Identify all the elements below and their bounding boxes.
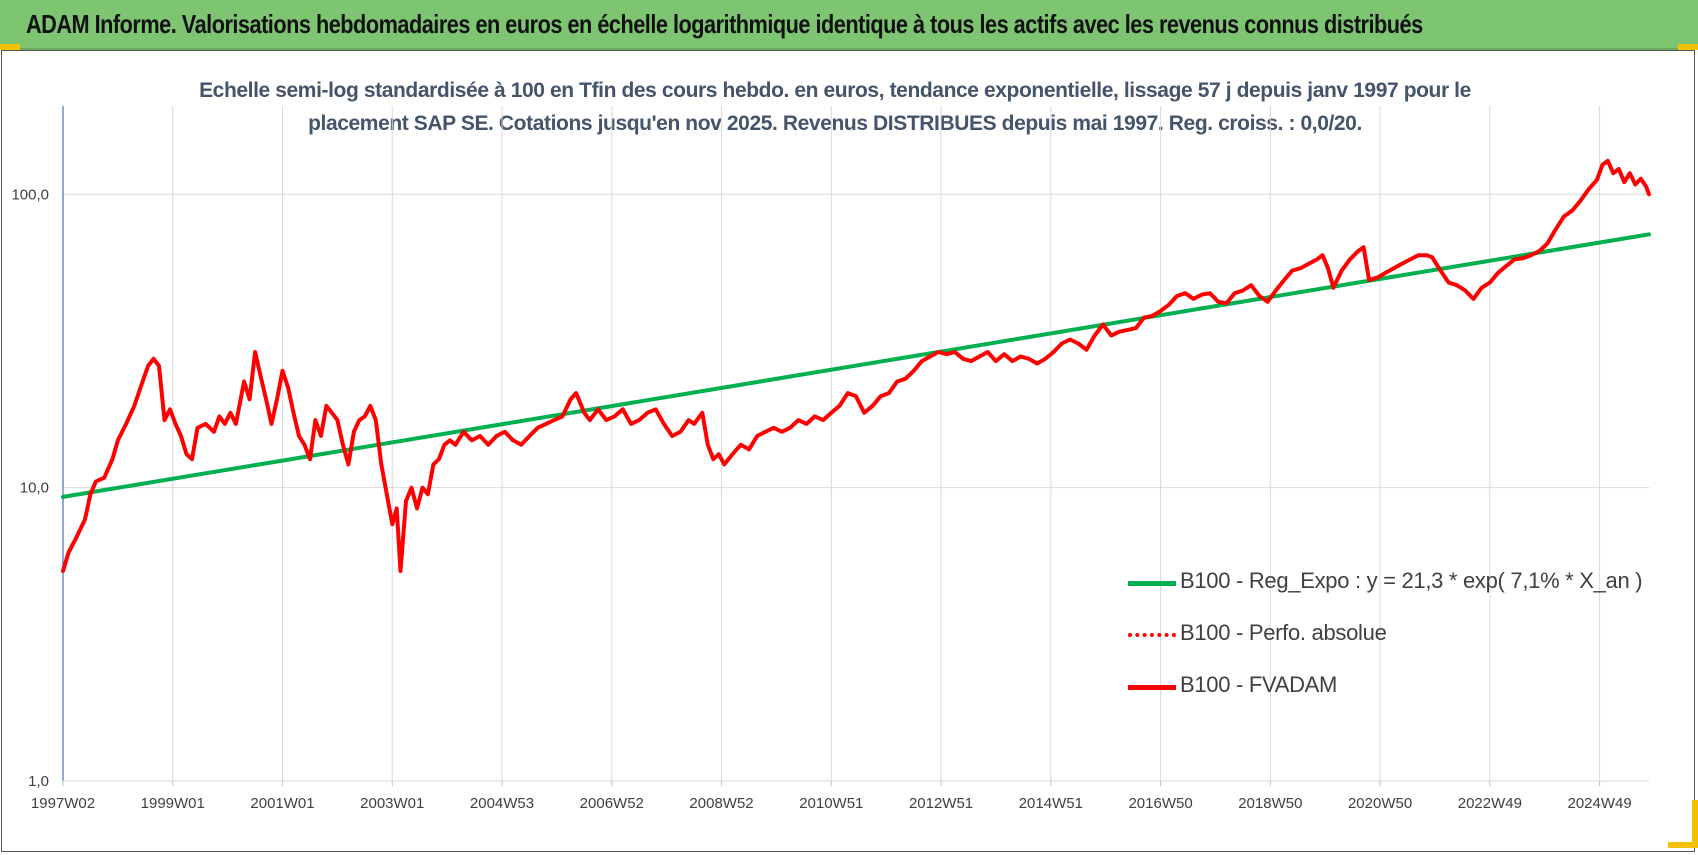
x-tick-label-6: 2008W52 [689, 795, 753, 812]
legend-swatch-perfo [1128, 633, 1176, 637]
corner-marker-top-right [1678, 44, 1698, 50]
x-tick-label-14: 2024W49 [1567, 795, 1631, 812]
legend-label-regression: B100 - Reg_Expo : y = 21,3 * exp( 7,1% *… [1180, 568, 1643, 593]
series-line-2 [61, 158, 1651, 573]
series-line-0 [61, 232, 1651, 499]
corner-marker-bottom-right-h [1668, 842, 1698, 848]
y-tick-label-0: 1,0 [28, 773, 49, 790]
series-layer [61, 158, 1651, 573]
x-tick-label-9: 2014W51 [1019, 795, 1083, 812]
x-tick-label-11: 2018W50 [1238, 795, 1302, 812]
chart-frame [1, 50, 1695, 852]
x-tick-label-10: 2016W50 [1128, 795, 1192, 812]
banner-title: ADAM Informe. Valorisations hebdomadaire… [26, 9, 1423, 39]
x-tick-label-0: 1997W02 [31, 795, 95, 812]
chart-title-line2: placement SAP SE. Cotations jusqu'en nov… [308, 112, 1362, 135]
title-banner: ADAM Informe. Valorisations hebdomadaire… [0, 0, 1698, 50]
legend-label-perfo: B100 - Perfo. absolue [1180, 620, 1387, 645]
x-tick-label-3: 2003W01 [360, 795, 424, 812]
x-tick-label-5: 2006W52 [580, 795, 644, 812]
legend-label-fvadam: B100 - FVADAM [1180, 672, 1338, 697]
x-tick-label-4: 2004W53 [470, 795, 534, 812]
axis-layer: 1,0 10,0 100,0 1997W02 1999W01 2001W01 2003W01… [11, 106, 1649, 812]
x-tick-label-7: 2010W51 [799, 795, 863, 812]
corner-marker-bottom-right [1692, 800, 1698, 848]
legend-swatch-regression [1128, 581, 1176, 586]
x-tick-label-12: 2020W50 [1348, 795, 1412, 812]
corner-marker-top-left [0, 44, 20, 50]
grid-layer [62, 106, 1649, 782]
y-tick-label-1: 10,0 [20, 480, 49, 497]
x-tick-label-1: 1999W01 [141, 795, 205, 812]
x-tick-label-8: 2012W51 [909, 795, 973, 812]
x-tick-label-2: 2001W01 [250, 795, 314, 812]
legend-swatch-fvadam [1128, 685, 1176, 690]
chart-title: Echelle semi-log standardisée à 100 en T… [170, 74, 1500, 140]
y-tick-label-2: 100,0 [11, 186, 49, 203]
chart-title-line1: Echelle semi-log standardisée à 100 en T… [199, 79, 1471, 102]
x-tick-label-13: 2022W49 [1458, 795, 1522, 812]
